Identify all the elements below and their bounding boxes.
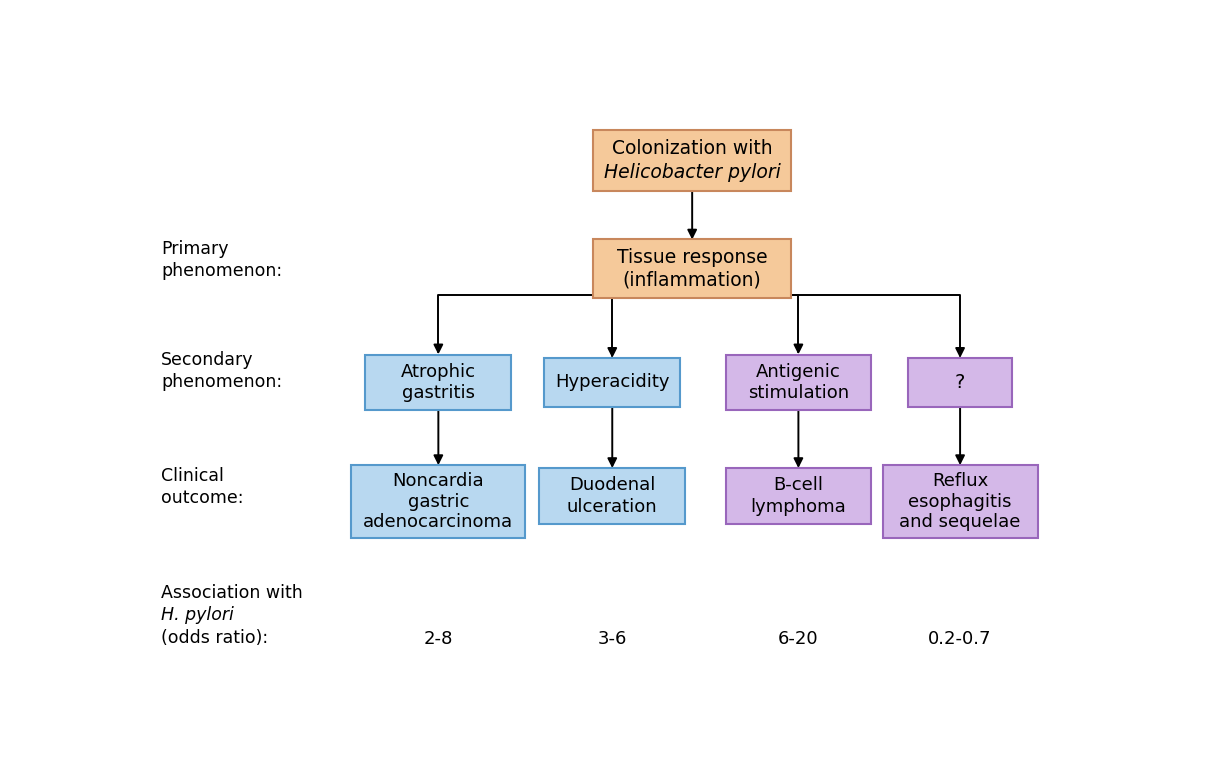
Text: B-cell: B-cell: [774, 476, 824, 494]
Text: adenocarcinoma: adenocarcinoma: [363, 513, 513, 531]
Text: esophagitis: esophagitis: [909, 493, 1012, 511]
Text: 6-20: 6-20: [778, 630, 819, 648]
Text: Reflux: Reflux: [932, 472, 989, 491]
Text: Secondary: Secondary: [161, 350, 254, 369]
Text: Hyperacidity: Hyperacidity: [556, 373, 670, 391]
Text: Atrophic: Atrophic: [400, 363, 475, 381]
FancyBboxPatch shape: [365, 354, 511, 410]
FancyBboxPatch shape: [593, 239, 791, 298]
Text: H. pylori: H. pylori: [161, 606, 234, 625]
FancyBboxPatch shape: [545, 357, 680, 407]
Text: gastric: gastric: [408, 493, 469, 511]
Text: ?: ?: [955, 372, 966, 392]
Text: Clinical: Clinical: [161, 467, 224, 485]
FancyBboxPatch shape: [883, 466, 1037, 538]
Text: Colonization with: Colonization with: [611, 139, 773, 158]
FancyBboxPatch shape: [725, 469, 871, 524]
Text: Tissue response: Tissue response: [617, 248, 768, 266]
Text: Association with: Association with: [161, 584, 303, 603]
Text: 0.2-0.7: 0.2-0.7: [928, 630, 992, 648]
FancyBboxPatch shape: [909, 357, 1012, 407]
Text: gastritis: gastritis: [402, 384, 474, 402]
Text: Duodenal: Duodenal: [569, 476, 655, 494]
Text: 3-6: 3-6: [598, 630, 627, 648]
FancyBboxPatch shape: [352, 466, 525, 538]
Text: stimulation: stimulation: [748, 384, 849, 402]
Text: Noncardia: Noncardia: [393, 472, 484, 491]
Text: and sequelae: and sequelae: [899, 513, 1021, 531]
FancyBboxPatch shape: [540, 469, 685, 524]
Text: 2-8: 2-8: [423, 630, 452, 648]
Text: lymphoma: lymphoma: [751, 497, 847, 516]
Text: Primary: Primary: [161, 240, 228, 258]
Text: Helicobacter pylori: Helicobacter pylori: [604, 164, 781, 182]
FancyBboxPatch shape: [593, 130, 791, 192]
Text: phenomenon:: phenomenon:: [161, 262, 283, 280]
Text: Antigenic: Antigenic: [756, 363, 841, 381]
Text: (odds ratio):: (odds ratio):: [161, 628, 268, 646]
Text: outcome:: outcome:: [161, 489, 244, 507]
Text: ulceration: ulceration: [566, 497, 657, 516]
Text: phenomenon:: phenomenon:: [161, 372, 283, 391]
Text: (inflammation): (inflammation): [622, 270, 762, 289]
FancyBboxPatch shape: [725, 354, 871, 410]
